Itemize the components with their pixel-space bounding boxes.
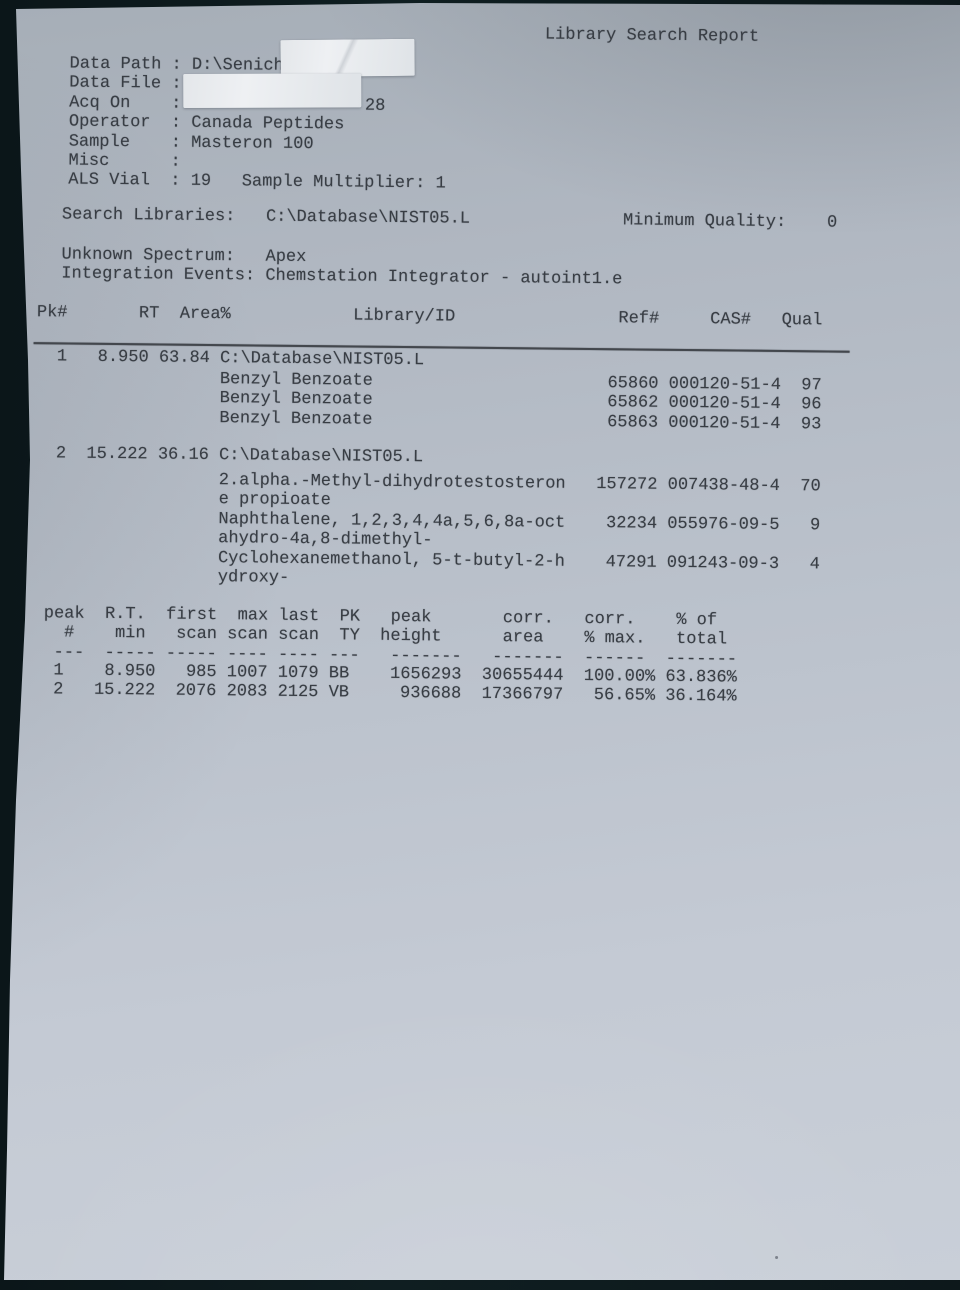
peak1-row: 1 8.950 63.84 C:\Database\NIST05.L	[36, 347, 425, 371]
correction-tape-data-path	[280, 38, 415, 78]
paper-speck	[775, 1255, 779, 1260]
integration-events-line: Integration Events: Chemstation Integrat…	[61, 264, 623, 290]
report-title: Library Search Report	[544, 25, 760, 47]
summary-table-header: peak R.T. first max last PK peak corr. c…	[43, 604, 737, 669]
spectrum-block: Unknown Spectrum: Apex Integration Event…	[61, 245, 622, 290]
peak2-hits: 2.alpha.-Methyl-dihydrotestosteron 15727…	[34, 469, 821, 594]
summary-table-rows: 1 8.950 985 1007 1079 BB 1656293 3065544…	[43, 661, 737, 707]
lib-table-header: Pk# RT Area% Library/ID Ref# CAS# Qual	[36, 303, 823, 331]
field-line-als-vial: ALS Vial : 19 Sample Multiplier: 1	[68, 170, 446, 194]
correction-tape-data-file-acq-on	[183, 73, 362, 108]
search-libraries-line: Search Libraries: C:\Database\NIST05.L M…	[61, 205, 838, 233]
peak2-row: 2 15.222 36.16 C:\Database\NIST05.L	[35, 444, 424, 468]
peak1-hits: Benzyl Benzoate 65860 000120-51-4 97 Ben…	[36, 368, 822, 434]
